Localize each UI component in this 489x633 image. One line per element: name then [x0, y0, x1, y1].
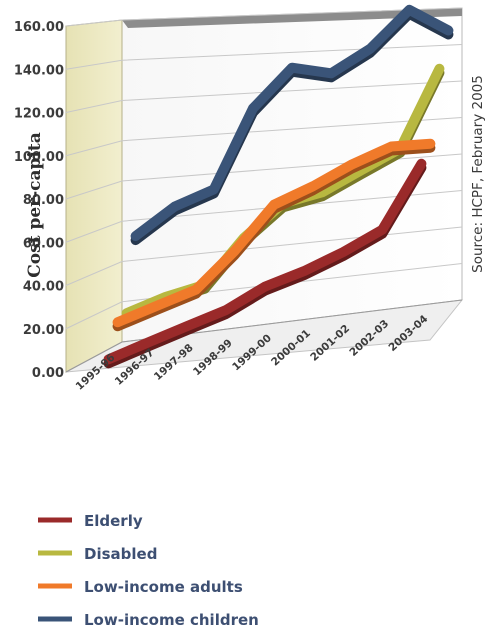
y-tick-label: 0.00	[32, 366, 64, 381]
series-line	[130, 4, 454, 242]
y-axis-ticks: 0.00 20.00 40.00 60.00 80.00 100.00 120.00 140.…	[14, 20, 64, 381]
source-note: Source: HCPF, February 2005	[470, 75, 486, 273]
series-lines	[103, 4, 454, 369]
legend: Elderly Disabled Low-income adults Low-inco…	[38, 512, 259, 629]
y-tick-label: 40.00	[23, 280, 64, 295]
legend-label: Elderly	[84, 512, 143, 530]
y-axis-label: Cost per-capita	[25, 132, 45, 278]
y-tick-label: 80.00	[23, 193, 64, 208]
gridline	[65, 226, 463, 286]
gridline	[65, 117, 463, 157]
plot-background	[65, 7, 464, 373]
y-tick-label: 20.00	[23, 323, 64, 338]
gridlines	[65, 7, 463, 373]
gridline	[65, 263, 463, 330]
gridline	[65, 44, 463, 70]
y-tick-label: 140.00	[14, 63, 64, 78]
series-line	[112, 138, 436, 328]
y-tick-label: 60.00	[23, 236, 64, 251]
y-tick-label: 160.00	[14, 20, 64, 35]
gridline	[65, 80, 463, 113]
top-edge	[122, 8, 462, 28]
y-tick-label: 100.00	[14, 150, 64, 165]
gridline	[65, 190, 463, 243]
gridline	[65, 299, 463, 373]
legend-label: Low-income children	[84, 611, 259, 629]
legend-label: Low-income adults	[84, 578, 243, 596]
legend-label: Disabled	[84, 545, 157, 563]
series-line	[103, 158, 427, 365]
y-tick-label: 120.00	[14, 107, 64, 122]
gridline	[65, 7, 463, 27]
